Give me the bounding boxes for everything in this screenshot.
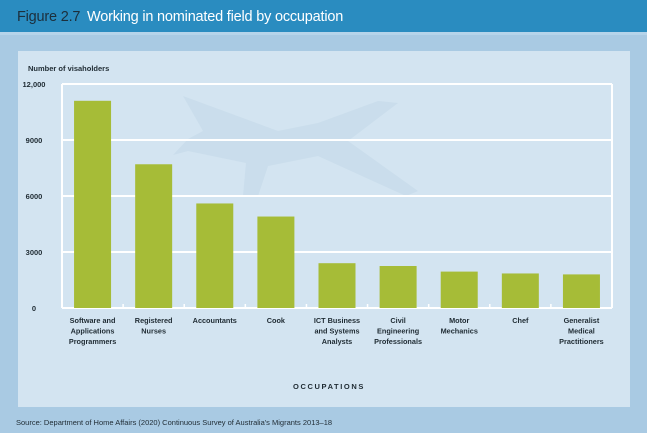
chart-panel: 0 3000 6000 9000 12,000 Software and Applicat… — [18, 51, 630, 407]
bar — [440, 271, 478, 308]
y-tick-label: 0 — [32, 304, 36, 313]
airplane-watermark-icon — [173, 96, 418, 196]
x-tick-label: Cook — [267, 316, 286, 325]
figure-number: Figure 2.7 — [17, 9, 81, 25]
source-note: Source: Department of Home Affairs (2020… — [16, 418, 333, 427]
figure-header: Figure 2.7 Working in nominated field by… — [0, 0, 647, 35]
x-tick-label: Software and Applications Programmers — [69, 316, 116, 346]
bar — [74, 100, 112, 308]
y-tick-label: 9000 — [26, 136, 43, 145]
x-tick-label: Chef — [512, 316, 529, 325]
bar — [318, 263, 356, 308]
x-tick-label: Generalist Medical Practitioners — [559, 316, 604, 346]
bar-chart: 0 3000 6000 9000 12,000 Software and Applicat… — [23, 64, 613, 391]
x-tick-label: Civil Engineering Professionals — [374, 316, 422, 346]
x-tick-label: Registered Nurses — [135, 316, 173, 336]
y-axis-label: Number of visaholders — [28, 64, 109, 73]
bar — [562, 274, 600, 308]
y-tick-label: 3000 — [26, 248, 43, 257]
y-tick-label: 12,000 — [23, 80, 46, 89]
x-axis-label: OCCUPATIONS — [293, 382, 365, 391]
bar — [501, 273, 539, 308]
y-tick-label: 6000 — [26, 192, 43, 201]
bar — [196, 203, 234, 308]
bar — [257, 216, 295, 308]
x-tick-label: ICT Business and Systems Analysts — [314, 316, 360, 346]
bar — [379, 266, 417, 308]
figure-title: Working in nominated field by occupation — [87, 9, 344, 25]
bar — [135, 164, 173, 308]
x-tick-label: Accountants — [193, 316, 237, 325]
x-tick-label: Motor Mechanics — [441, 316, 478, 336]
